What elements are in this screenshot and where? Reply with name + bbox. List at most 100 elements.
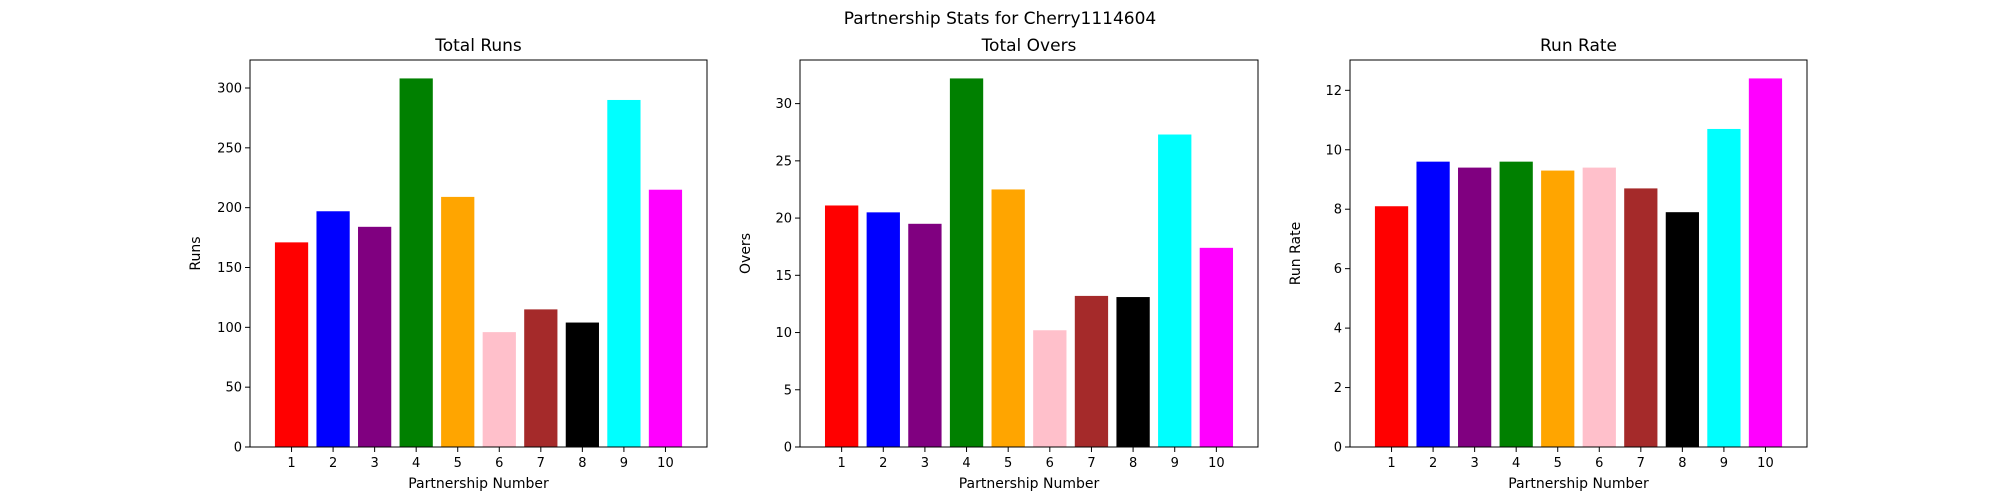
y-ticks: 0 5 10 15 20 25 30 — [775, 97, 800, 456]
bar-3 — [358, 226, 392, 447]
x-tick-label: 8 — [1129, 456, 1137, 471]
x-tick-label: 4 — [1512, 456, 1520, 471]
x-tick-label: 3 — [370, 456, 378, 471]
y-tick-label: 5 — [784, 383, 792, 398]
y-tick-label: 150 — [217, 261, 242, 276]
bar-1 — [274, 242, 309, 447]
x-tick-label: 10 — [1757, 456, 1774, 471]
bar-6 — [482, 332, 516, 447]
bar-10 — [648, 189, 683, 447]
x-tick-label: 10 — [657, 456, 674, 471]
x-tick-label: 5 — [1004, 456, 1012, 471]
bar-9 — [1707, 128, 1741, 447]
x-tick-label: 1 — [837, 456, 845, 471]
bar-3 — [908, 223, 942, 447]
x-ticks: 1 2 3 4 5 6 7 8 9 10 — [837, 447, 1225, 471]
bar-7 — [524, 309, 558, 447]
y-tick-label: 4 — [1334, 322, 1342, 337]
x-axis-label: Partnership Number — [1508, 476, 1649, 492]
x-tick-label: 2 — [1429, 456, 1437, 471]
bar-4 — [949, 78, 984, 447]
bar-2 — [316, 211, 350, 447]
bar-2 — [866, 212, 900, 447]
y-ticks: 0 50 100 150 200 250 300 — [217, 82, 250, 456]
bar-10 — [1199, 247, 1234, 447]
y-tick-label: 15 — [775, 269, 792, 284]
plot-frame — [799, 59, 1259, 448]
y-tick-label: 200 — [217, 201, 242, 216]
y-tick-label: 8 — [1334, 203, 1342, 218]
bars — [824, 78, 1234, 447]
y-tick-label: 100 — [217, 321, 242, 336]
bar-9 — [1158, 134, 1192, 447]
x-tick-label: 9 — [1720, 456, 1728, 471]
x-tick-label: 3 — [1470, 456, 1478, 471]
x-tick-label: 10 — [1208, 456, 1225, 471]
x-tick-label: 6 — [1046, 456, 1054, 471]
x-tick-label: 9 — [620, 456, 628, 471]
figure-title: Partnership Stats for Cherry1114604 — [844, 9, 1156, 29]
y-ticks: 0 2 4 6 8 10 12 — [1325, 84, 1350, 456]
x-tick-label: 6 — [1595, 456, 1603, 471]
bar-4 — [399, 78, 433, 447]
bar-9 — [607, 99, 641, 448]
chart-total-runs: Total Runs Partnership Number Runs 05010… — [188, 36, 708, 492]
x-tick-label: 3 — [921, 456, 929, 471]
x-ticks: 1 2 3 4 5 6 7 8 9 10 — [1387, 447, 1774, 471]
bar-1 — [1374, 206, 1409, 447]
x-tick-label: 4 — [412, 456, 420, 471]
bar-2 — [1416, 161, 1450, 448]
x-tick-label: 5 — [454, 456, 462, 471]
y-tick-label: 2 — [1334, 381, 1342, 396]
y-tick-label: 6 — [1334, 262, 1342, 277]
bar-3 — [1458, 167, 1492, 448]
bar-8 — [565, 322, 599, 447]
x-tick-label: 9 — [1171, 456, 1179, 471]
y-tick-label: 25 — [775, 154, 792, 169]
y-tick-label: 250 — [217, 141, 242, 156]
y-tick-label: 12 — [1325, 84, 1342, 99]
x-tick-label: 5 — [1554, 456, 1562, 471]
x-ticks: 1 2 3 4 5 6 7 8 9 10 — [287, 447, 674, 471]
y-tick-label: 20 — [775, 212, 792, 227]
chart-total-overs: Total Overs Partnership Number Overs 051… — [738, 36, 1259, 492]
y-axis-label: Runs — [188, 236, 204, 270]
bar-8 — [1116, 297, 1150, 447]
x-axis-label: Partnership Number — [959, 476, 1100, 492]
chart-run-rate: Run Rate Partnership Number Run Rate 0 2 4… — [1288, 36, 1808, 492]
y-tick-label: 10 — [1325, 143, 1342, 158]
bar-6 — [1582, 167, 1616, 448]
bar-10 — [1748, 78, 1783, 447]
x-tick-label: 1 — [287, 456, 295, 471]
x-tick-label: 2 — [879, 456, 887, 471]
bar-4 — [1499, 161, 1533, 448]
bars — [1374, 78, 1783, 448]
bar-8 — [1665, 212, 1699, 447]
y-tick-label: 0 — [1334, 441, 1342, 456]
x-tick-label: 7 — [1087, 456, 1095, 471]
bar-5 — [441, 196, 475, 447]
y-tick-label: 10 — [775, 326, 792, 341]
bar-6 — [1033, 330, 1067, 447]
y-axis-label: Run Rate — [1288, 222, 1304, 285]
x-tick-label: 2 — [329, 456, 337, 471]
x-tick-label: 8 — [578, 456, 586, 471]
x-tick-label: 1 — [1387, 456, 1395, 471]
x-axis-label: Partnership Number — [408, 476, 549, 492]
y-tick-label: 30 — [775, 97, 792, 112]
x-tick-label: 7 — [537, 456, 545, 471]
x-tick-label: 4 — [962, 456, 970, 471]
y-tick-label: 50 — [225, 381, 242, 396]
chart-title: Run Rate — [1540, 36, 1617, 56]
chart-title: Total Overs — [981, 36, 1077, 56]
y-tick-label: 0 — [784, 441, 792, 456]
bar-7 — [1074, 295, 1109, 447]
x-tick-label: 8 — [1678, 456, 1686, 471]
x-tick-label: 7 — [1637, 456, 1645, 471]
bar-5 — [1541, 170, 1575, 448]
y-tick-label: 0 — [234, 441, 242, 456]
plot-frame — [1349, 59, 1808, 448]
bar-1 — [824, 205, 859, 447]
plot-frame — [249, 59, 708, 448]
